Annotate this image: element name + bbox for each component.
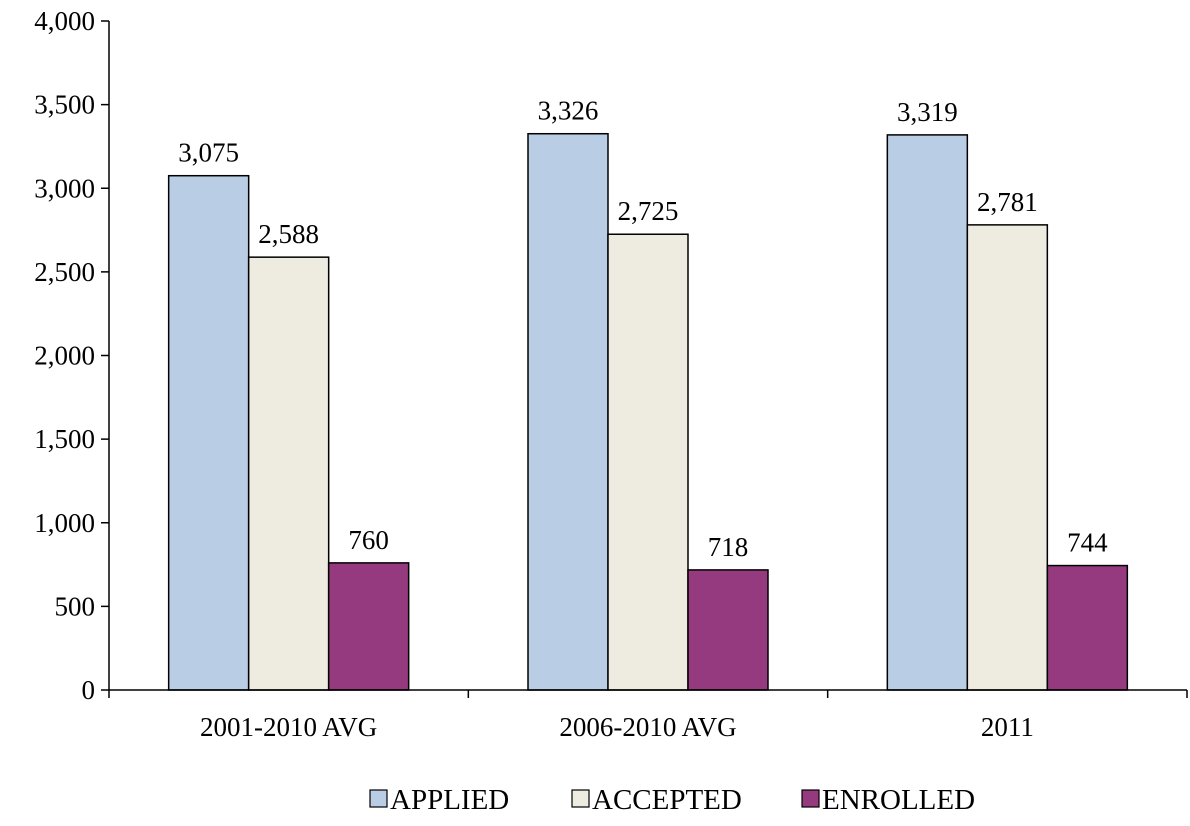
- y-tick-label: 3,000: [34, 173, 95, 203]
- data-label: 718: [708, 532, 749, 562]
- bar-accepted: [966, 224, 1049, 691]
- axes: [108, 21, 1187, 691]
- data-label: 3,319: [897, 97, 958, 127]
- bars: [167, 132, 1129, 691]
- legend: APPLIED ACCEPTED ENROLLED: [369, 784, 975, 816]
- data-label: 3,326: [538, 96, 599, 126]
- bar-accepted: [247, 256, 330, 691]
- x-axis-ticks: 2001-2010 AVG 2006-2010 AVG 2011: [108, 690, 1188, 742]
- y-axis-ticks: 0 500 1,000 1,500 2,000 2,500 3,000 3,500 4,000: [34, 6, 109, 705]
- legend-swatch-enrolled: [801, 789, 820, 808]
- y-tick-label: 500: [55, 591, 96, 621]
- y-tick-label: 4,000: [34, 6, 95, 36]
- data-label: 744: [1067, 528, 1108, 558]
- data-labels: 3,075 2,588 760 3,326 2,725 718 3,319 2,781 744: [178, 96, 1108, 562]
- y-tick-label: 3,500: [34, 90, 95, 120]
- legend-label-applied: APPLIED: [390, 784, 509, 816]
- y-tick-label: 2,000: [34, 341, 95, 371]
- data-label: 760: [348, 525, 389, 555]
- data-label: 3,075: [178, 138, 239, 168]
- x-category-label: 2001-2010 AVG: [200, 712, 377, 742]
- data-label: 2,781: [977, 187, 1038, 217]
- x-category-label: 2011: [981, 712, 1034, 742]
- legend-swatch-applied: [369, 789, 388, 808]
- legend-swatch-accepted: [571, 789, 590, 808]
- x-category-label: 2006-2010 AVG: [559, 712, 736, 742]
- legend-label-enrolled: ENROLLED: [822, 784, 975, 816]
- bar-enrolled: [687, 569, 769, 691]
- legend-label-accepted: ACCEPTED: [592, 784, 742, 816]
- bar-accepted: [607, 233, 689, 691]
- y-tick-label: 2,500: [34, 257, 95, 287]
- bar-applied: [886, 134, 969, 691]
- bar-applied: [167, 174, 250, 691]
- y-tick-label: 1,500: [34, 424, 95, 454]
- bar-enrolled: [1046, 564, 1129, 691]
- y-tick-label: 0: [82, 675, 96, 705]
- y-tick-label: 1,000: [34, 508, 95, 538]
- bar-enrolled: [327, 562, 410, 691]
- data-label: 2,725: [618, 196, 679, 226]
- data-label: 2,588: [258, 219, 319, 249]
- bar-applied: [527, 132, 609, 691]
